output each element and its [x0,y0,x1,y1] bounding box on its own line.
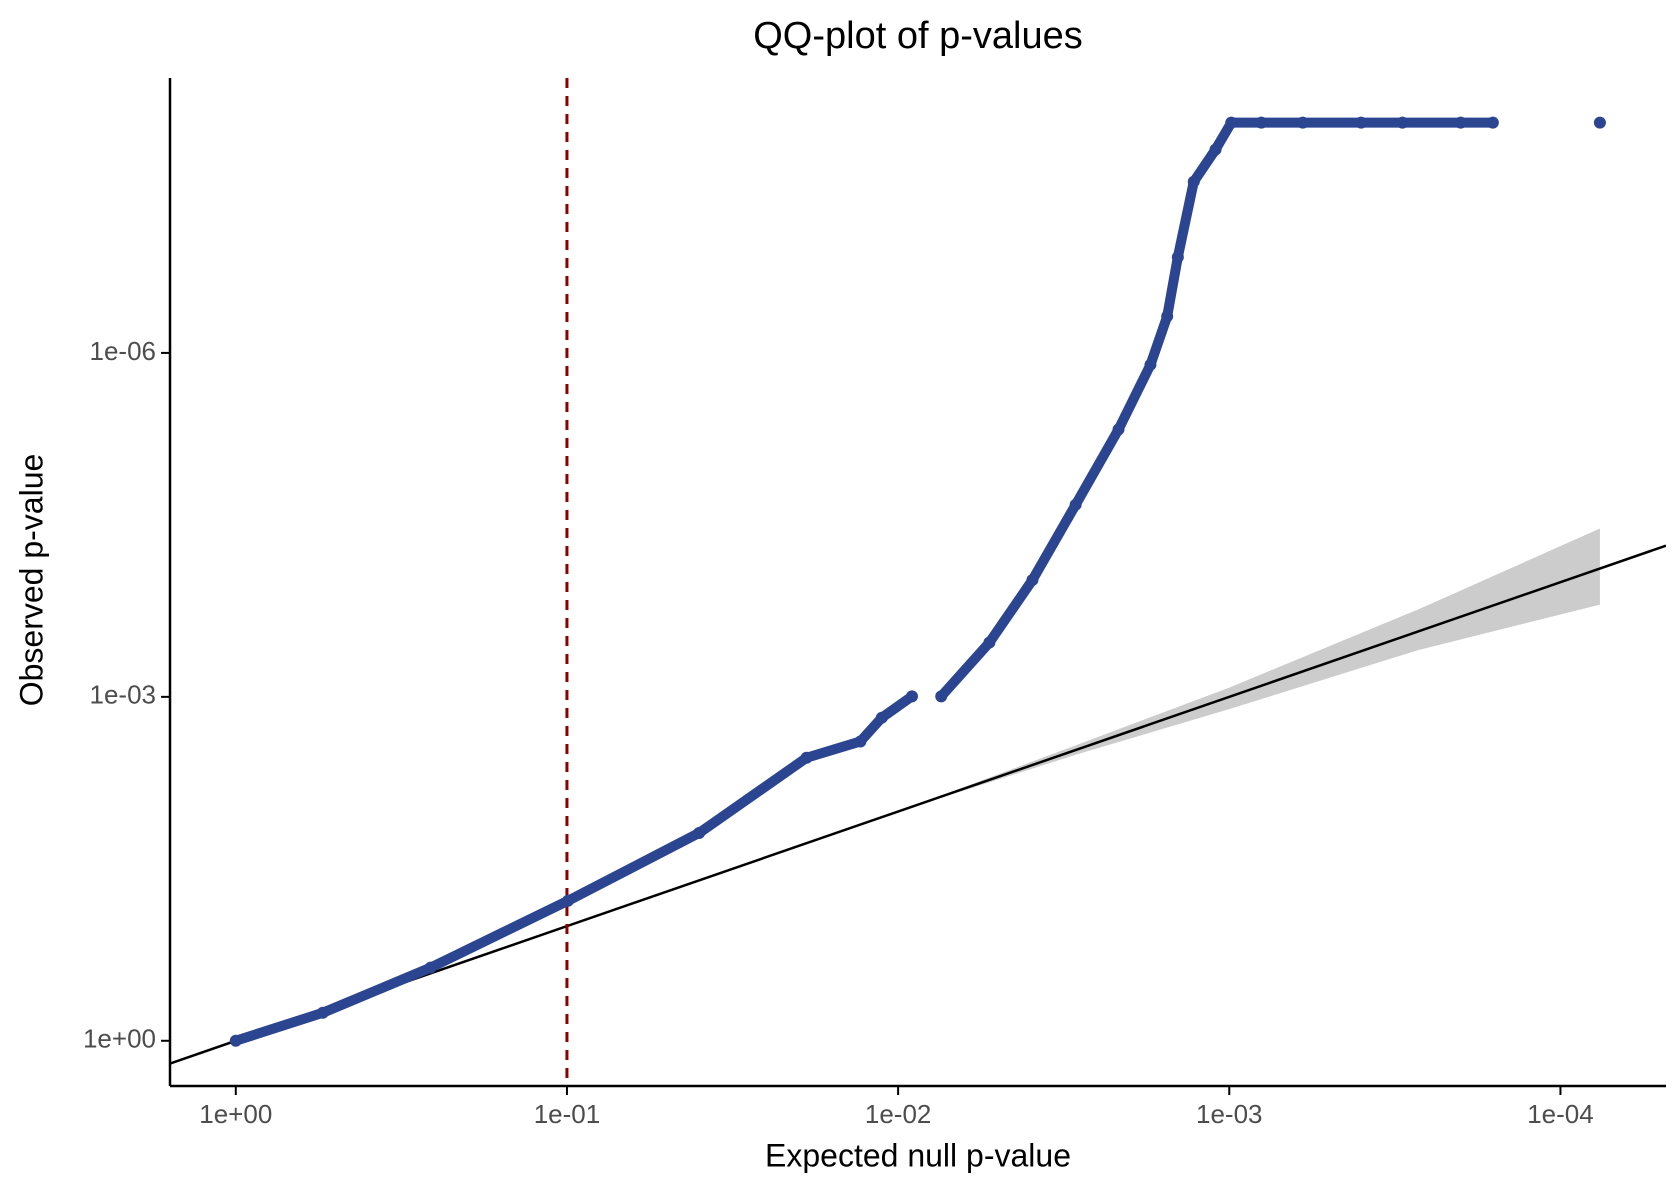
data-point [1026,574,1039,587]
point-trace [230,691,917,1046]
data-point [1225,116,1238,129]
data-point [1069,498,1082,511]
data-point [1486,116,1499,129]
data-point [854,735,867,748]
data-point [1171,251,1184,264]
y-tick-label: 1e-03 [90,680,157,710]
data-point [1144,358,1157,371]
x-tick-label: 1e-01 [534,1099,601,1129]
x-axis-label: Expected null p-value [765,1137,1071,1173]
data-point [1161,310,1174,323]
chart-title: QQ-plot of p-values [753,15,1082,57]
data-point [424,961,437,974]
data-point [1396,116,1409,129]
y-axis-label: Observed p-value [13,454,49,707]
data-point [1209,143,1222,156]
data-point [875,711,888,724]
data-point [800,751,813,764]
data-point [693,826,706,839]
data-point [1355,116,1368,129]
data-point [1454,116,1467,129]
y-tick-label: 1e-06 [90,336,157,366]
data-point [1593,116,1606,129]
data-point [1255,116,1268,129]
data-point [1296,116,1309,129]
x-tick-label: 1e-02 [865,1099,932,1129]
data-point [983,636,996,649]
y-tick-label: 1e+00 [83,1024,156,1054]
plot-area [170,78,1666,1086]
x-tick-label: 1e-04 [1527,1099,1594,1129]
x-tick-label: 1e+00 [199,1099,272,1129]
data-point [905,690,918,703]
confidence-band [898,528,1600,812]
data-point [316,1006,329,1019]
point-trace [936,117,1498,702]
data-point [935,690,948,703]
data-point [561,894,574,907]
data-point [1112,423,1125,436]
data-point [1187,175,1200,188]
x-tick-label: 1e-03 [1196,1099,1263,1129]
data-point [229,1034,242,1047]
